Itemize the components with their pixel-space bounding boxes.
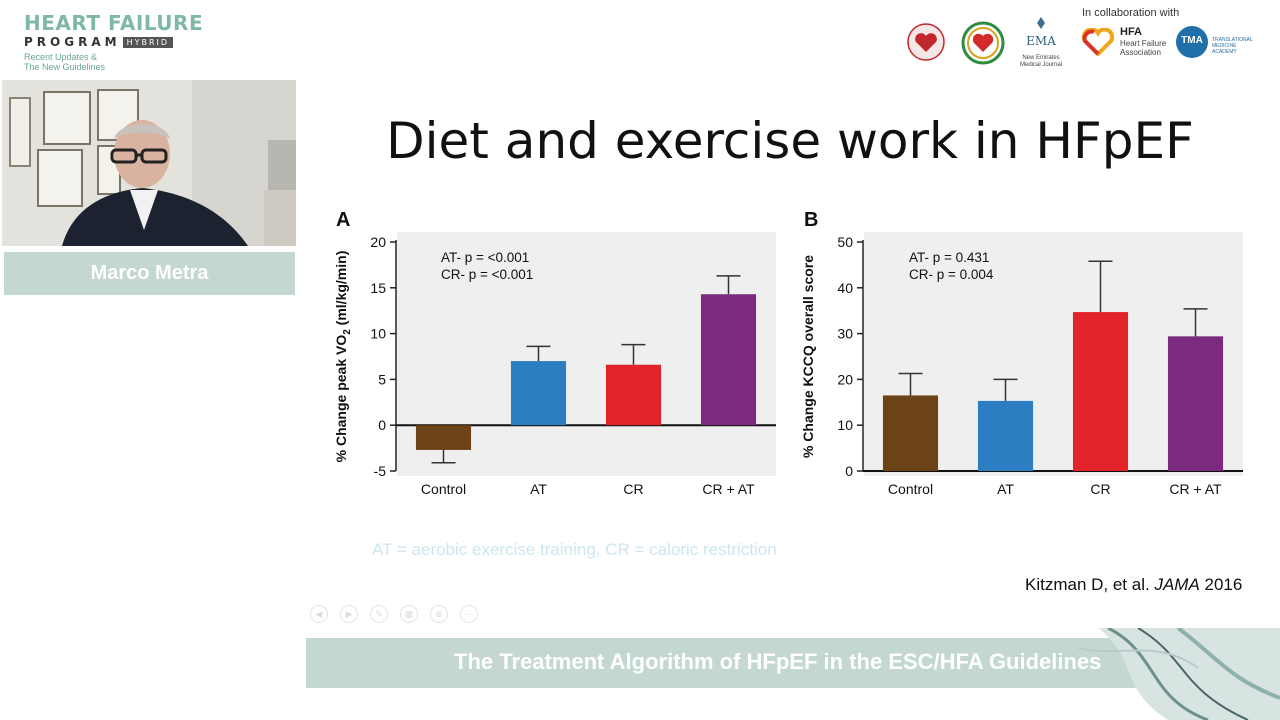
y-tick-label: 10	[837, 417, 853, 433]
y-tick-label: 50	[837, 234, 853, 250]
x-tick-label: CR	[623, 481, 643, 497]
plot-background	[864, 232, 1243, 476]
bar	[700, 294, 757, 426]
y-axis-label: % Change peak VO2 (ml/kg/min)	[333, 251, 353, 463]
program-tagline-1: Recent Updates &	[24, 52, 98, 62]
bar	[1072, 312, 1129, 471]
p-value-annotation: CR- p = 0.004	[909, 267, 994, 282]
pen-icon[interactable]: ✎	[370, 605, 388, 623]
panel-label: B	[804, 209, 818, 231]
program-title: HEART FAILURE	[24, 11, 204, 35]
y-tick-label: 0	[378, 417, 386, 433]
bar	[1167, 336, 1224, 471]
bar	[605, 364, 662, 426]
next-slide-icon[interactable]: ▶	[340, 605, 358, 623]
bar	[510, 361, 567, 426]
slide-player-controls: ◀ ▶ ✎ ▦ ⊕ ⋯	[310, 605, 478, 623]
collaboration-label: In collaboration with	[1082, 7, 1180, 19]
decorative-graphic	[1078, 628, 1280, 720]
plot-background	[397, 232, 776, 476]
y-axis-label: % Change KCCQ overall score	[800, 255, 816, 458]
p-value-annotation: AT- p = 0.431	[909, 250, 989, 265]
speaker-name-bar: Marco Metra	[4, 252, 295, 295]
x-tick-label: Control	[421, 481, 466, 497]
abbreviation-footnote: AT = aerobic exercise training, CR = cal…	[372, 540, 777, 559]
x-tick-label: CR + AT	[702, 481, 755, 497]
x-tick-label: Control	[888, 481, 933, 497]
speaker-video	[2, 80, 296, 246]
x-tick-label: CR + AT	[1169, 481, 1222, 497]
tma-logo: TMA TRANSLATIONAL MEDICINE ACADEMY	[1176, 26, 1266, 60]
citation-journal: JAMA	[1154, 575, 1200, 594]
hybrid-badge: HYBRID	[122, 36, 174, 48]
ema-emblem-icon	[1037, 17, 1045, 29]
heart-society-logo	[960, 20, 1006, 66]
program-tagline-2: The New Guidelines	[24, 62, 106, 72]
x-tick-label: AT	[997, 481, 1014, 497]
previous-slide-icon[interactable]: ◀	[310, 605, 328, 623]
bar	[977, 400, 1034, 471]
x-tick-label: CR	[1090, 481, 1110, 497]
bar	[882, 395, 939, 471]
emirates-cardiac-society-logo	[904, 22, 948, 64]
more-options-icon[interactable]: ⋯	[460, 605, 478, 623]
program-logo: HEART FAILURE PROGRAM HYBRID Recent Upda…	[24, 12, 254, 72]
citation: Kitzman D, et al. JAMA 2016	[1025, 575, 1243, 594]
y-tick-label: 20	[370, 234, 386, 250]
slide-title: Diet and exercise work in HFpEF	[386, 112, 1194, 170]
panel-label: A	[336, 209, 350, 231]
y-tick-label: 10	[370, 326, 386, 342]
ema-logo: EMA New Emirates Medical Journal	[1012, 16, 1070, 70]
program-subtitle: PROGRAM	[24, 35, 121, 49]
y-tick-label: -5	[374, 463, 387, 479]
y-tick-label: 20	[837, 371, 853, 387]
y-tick-label: 5	[378, 371, 386, 387]
hfa-logo: HFA Heart Failure Association	[1082, 26, 1182, 60]
speaker-name: Marco Metra	[90, 262, 209, 284]
session-title: The Treatment Algorithm of HFpEF in the …	[454, 649, 1102, 674]
y-tick-label: 15	[370, 280, 386, 296]
zoom-icon[interactable]: ⊕	[430, 605, 448, 623]
x-tick-label: AT	[530, 481, 547, 497]
p-value-annotation: AT- p = <0.001	[441, 250, 529, 265]
hfa-heart-icon	[1082, 28, 1114, 56]
slides-grid-icon[interactable]: ▦	[400, 605, 418, 623]
p-value-annotation: CR- p = <0.001	[441, 267, 533, 282]
bar	[415, 425, 472, 450]
y-tick-label: 0	[845, 463, 853, 479]
y-tick-label: 40	[837, 280, 853, 296]
y-tick-label: 30	[837, 326, 853, 342]
